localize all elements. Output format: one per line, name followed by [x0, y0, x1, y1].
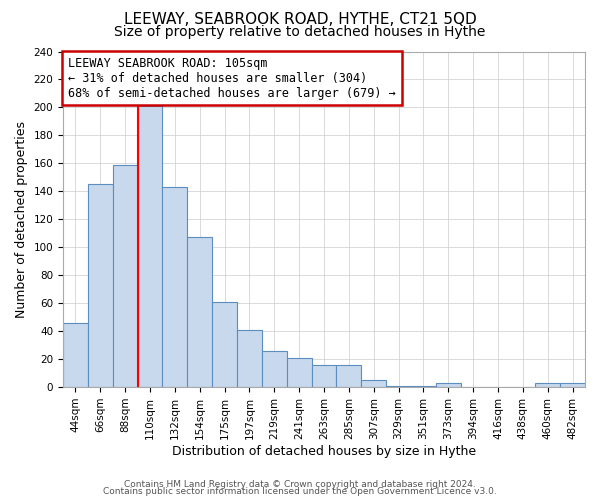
Text: LEEWAY SEABROOK ROAD: 105sqm
← 31% of detached houses are smaller (304)
68% of s: LEEWAY SEABROOK ROAD: 105sqm ← 31% of de… [68, 56, 396, 100]
Bar [63, 323, 88, 387]
Bar [113, 165, 137, 387]
Y-axis label: Number of detached properties: Number of detached properties [15, 121, 28, 318]
Bar [337, 364, 361, 387]
Bar [212, 302, 237, 387]
Bar [386, 386, 411, 387]
Bar [287, 358, 311, 387]
Bar [560, 383, 585, 387]
Bar [262, 350, 287, 387]
X-axis label: Distribution of detached houses by size in Hythe: Distribution of detached houses by size … [172, 444, 476, 458]
Bar [311, 364, 337, 387]
Bar [187, 238, 212, 387]
Bar [88, 184, 113, 387]
Text: Size of property relative to detached houses in Hythe: Size of property relative to detached ho… [115, 25, 485, 39]
Bar [411, 386, 436, 387]
Text: Contains public sector information licensed under the Open Government Licence v3: Contains public sector information licen… [103, 488, 497, 496]
Text: LEEWAY, SEABROOK ROAD, HYTHE, CT21 5QD: LEEWAY, SEABROOK ROAD, HYTHE, CT21 5QD [124, 12, 476, 28]
Bar [137, 106, 163, 387]
Text: Contains HM Land Registry data © Crown copyright and database right 2024.: Contains HM Land Registry data © Crown c… [124, 480, 476, 489]
Bar [237, 330, 262, 387]
Bar [163, 187, 187, 387]
Bar [436, 383, 461, 387]
Bar [361, 380, 386, 387]
Bar [535, 383, 560, 387]
